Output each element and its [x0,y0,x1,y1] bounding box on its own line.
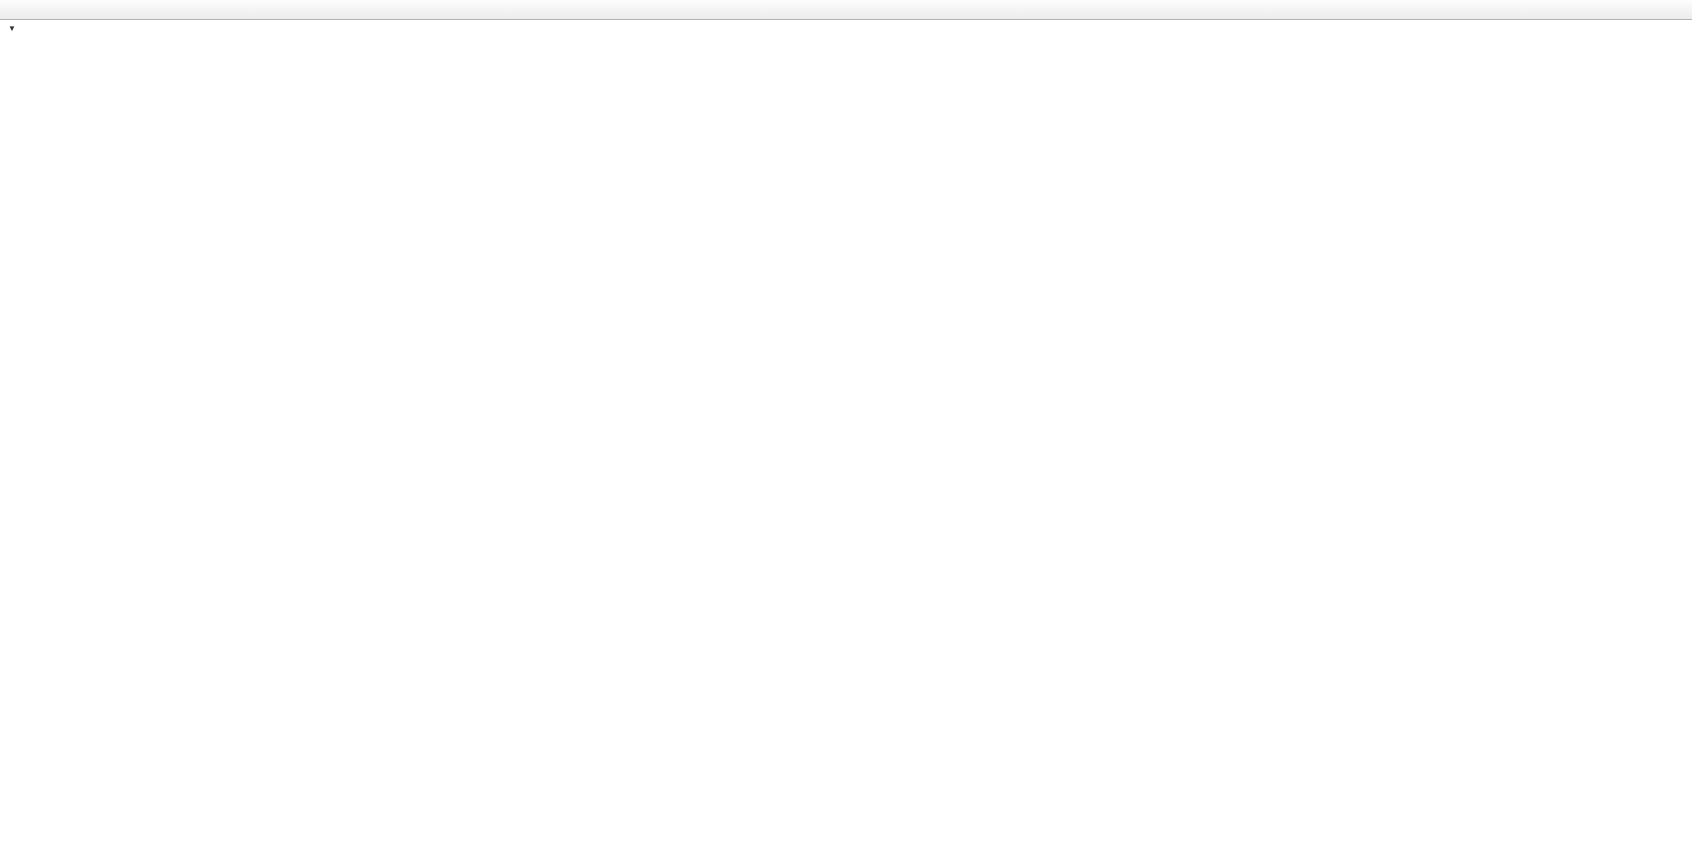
chart-title: ▼ [8,24,28,33]
main-toolbar [0,0,1692,20]
one-click-trading-toggle[interactable]: ▼ [8,24,16,33]
